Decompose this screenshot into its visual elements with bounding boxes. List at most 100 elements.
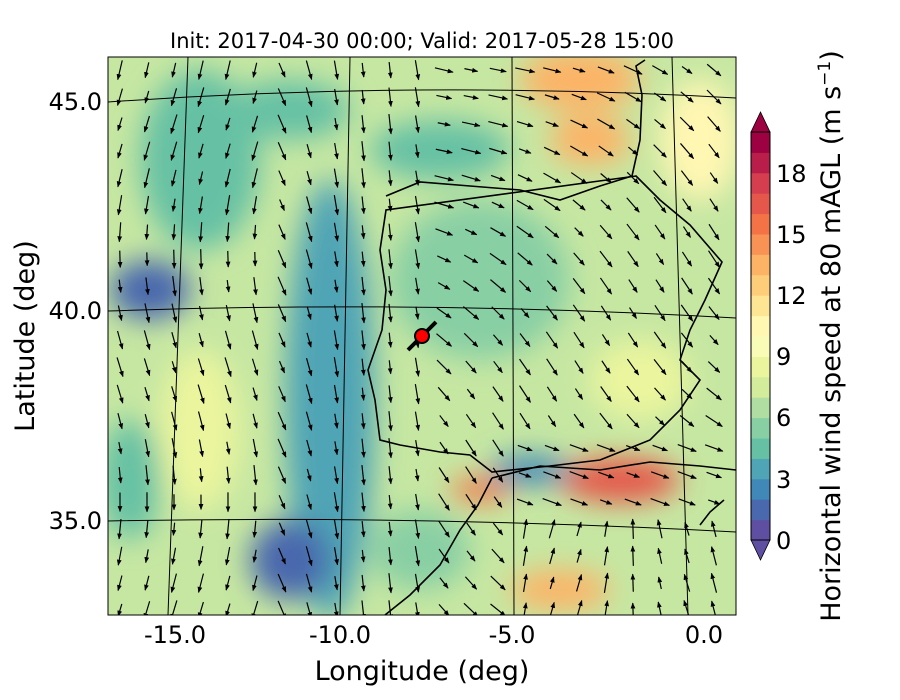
- wind-vector: [601, 334, 611, 347]
- wind-vector: [224, 168, 231, 188]
- wind-vector: [626, 472, 641, 478]
- wind-vector: [655, 416, 665, 426]
- wind-vector: [360, 358, 366, 376]
- wind-vector: [388, 303, 393, 323]
- wind-vector: [144, 387, 150, 402]
- wind-vector: [225, 466, 231, 484]
- wind-vector: [576, 521, 582, 537]
- wind-vector: [493, 360, 503, 374]
- wind-vector: [522, 573, 528, 593]
- wind-vector: [305, 384, 313, 405]
- wind-vector: [684, 548, 690, 564]
- wind-vector: [465, 360, 477, 374]
- wind-vector: [549, 576, 555, 590]
- wind-vector: [492, 386, 504, 402]
- colorbar-label: Horizontal wind speed at 80 mAGL (m s−1): [815, 50, 847, 622]
- wind-vector: [596, 444, 616, 452]
- colorbar-bin: [751, 172, 770, 194]
- wind-vector: [570, 145, 589, 157]
- colorbar-bin: [751, 193, 770, 215]
- wind-vector: [361, 168, 366, 189]
- wind-vector: [143, 330, 151, 351]
- wind-vector: [434, 201, 455, 209]
- wind-vector: [305, 573, 313, 593]
- wind-vector: [414, 222, 421, 243]
- wind-vector: [414, 249, 421, 270]
- colorbar-bin: [751, 152, 770, 174]
- wind-vector: [439, 415, 449, 428]
- wind-vector: [492, 412, 504, 430]
- wind-vector: [171, 303, 178, 323]
- y-tick: 35.0: [49, 507, 102, 535]
- wind-vector: [463, 254, 479, 264]
- wind-vector: [278, 547, 286, 565]
- wind-vector: [361, 330, 366, 351]
- wind-vector: [626, 223, 640, 241]
- wind-vector: [277, 114, 287, 134]
- wind-vector: [387, 198, 393, 212]
- wind-vector: [681, 251, 693, 267]
- wind-vector: [653, 92, 667, 102]
- wind-vector: [626, 118, 641, 130]
- wind-vector: [414, 519, 421, 540]
- x-tick: -5.0: [489, 621, 536, 649]
- colorbar-bin: [751, 274, 770, 296]
- wind-vector: [546, 305, 558, 321]
- wind-vector: [333, 222, 340, 242]
- wind-vector: [144, 520, 150, 539]
- wind-vector: [170, 114, 178, 135]
- wind-vector: [437, 282, 451, 290]
- wind-vector: [678, 498, 696, 506]
- y-tick: 40.0: [49, 297, 102, 325]
- map-plot-area: [108, 57, 736, 615]
- wind-vector: [333, 195, 340, 216]
- wind-vector: [414, 602, 420, 615]
- wind-vector: [305, 546, 313, 567]
- wind-vector: [360, 387, 366, 401]
- wind-vector: [438, 604, 450, 615]
- wind-vector: [306, 277, 313, 295]
- wind-vector: [628, 307, 638, 319]
- wind-vector: [252, 90, 258, 104]
- wind-vector: [252, 303, 259, 324]
- colorbar-tick: 18: [776, 160, 807, 188]
- wind-vector: [277, 600, 287, 615]
- x-tick: -10.0: [309, 621, 371, 649]
- wind-vector: [516, 498, 534, 506]
- colorbar-ticks: 0 3 6 9 12 15 18: [776, 160, 807, 555]
- wind-vector: [491, 548, 505, 564]
- wind-vector: [333, 168, 340, 188]
- wind-vector: [278, 62, 286, 78]
- wind-vector: [461, 174, 481, 182]
- wind-vector: [171, 438, 178, 459]
- wind-vector: [360, 574, 366, 592]
- wind-vector: [306, 602, 313, 615]
- wind-vector: [465, 493, 477, 511]
- wind-vector: [143, 168, 150, 189]
- wind-vector: [463, 332, 479, 348]
- wind-vector: [144, 90, 150, 104]
- wind-vector: [708, 143, 720, 159]
- wind-vector: [492, 467, 504, 483]
- wind-vector: [544, 444, 560, 452]
- wind-vector: [278, 224, 286, 240]
- wind-vector: [360, 196, 366, 215]
- wind-vector: [197, 411, 205, 432]
- wind-vector: [198, 196, 203, 215]
- wind-vector: [654, 304, 666, 322]
- wind-vector: [436, 359, 452, 375]
- wind-vector: [437, 386, 451, 402]
- wind-vector: [116, 357, 124, 378]
- wind-vector: [305, 222, 313, 243]
- wind-vector: [543, 67, 562, 74]
- wind-vector: [117, 222, 123, 243]
- wind-vector: [198, 468, 204, 483]
- wind-vector: [414, 115, 420, 134]
- wind-vector: [306, 115, 313, 134]
- wind-vector: [360, 89, 366, 105]
- wind-vector: [388, 411, 393, 432]
- wind-vector: [434, 175, 454, 182]
- wind-vector: [333, 576, 339, 591]
- wind-vector: [143, 358, 151, 377]
- wind-vector: [224, 60, 231, 81]
